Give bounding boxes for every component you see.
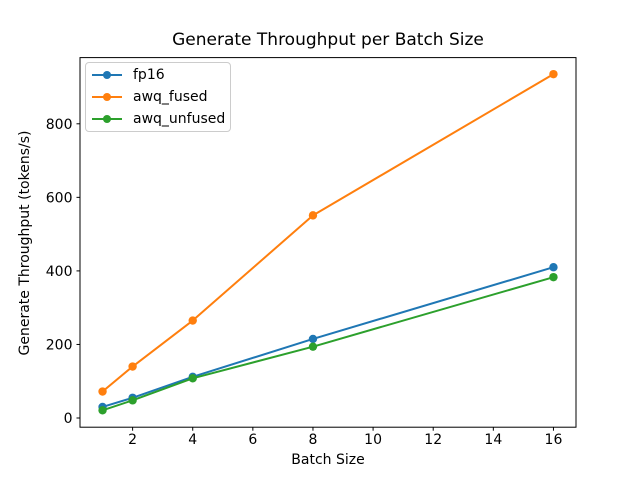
series-line-awq_unfused xyxy=(101,276,555,412)
x-tick-label: 8 xyxy=(309,432,318,448)
legend-entry-fp16: fp16 xyxy=(92,64,222,86)
legend-marker-dot xyxy=(103,71,111,79)
y-tick-label: 400 xyxy=(46,264,73,280)
legend-label: fp16 xyxy=(133,67,165,83)
legend: fp16 awq_fused awq_unfused xyxy=(85,62,231,132)
legend-line-marker-icon xyxy=(92,86,122,108)
legend-line-marker-icon xyxy=(92,108,122,130)
data-point-awq_fused xyxy=(549,69,558,79)
legend-entry-awq_unfused: awq_unfused xyxy=(92,108,226,130)
legend-marker-dot xyxy=(103,115,111,123)
y-tick-label: 600 xyxy=(46,190,73,206)
data-point-awq_unfused xyxy=(188,374,197,383)
data-point-awq_fused xyxy=(98,387,107,396)
x-tick-label: 12 xyxy=(424,432,442,448)
data-point-awq_unfused xyxy=(308,342,318,351)
x-tick-label: 10 xyxy=(364,432,382,448)
legend-line-marker-icon xyxy=(92,64,122,86)
x-axis-label: Batch Size xyxy=(291,452,365,468)
data-point-awq_fused xyxy=(308,211,318,220)
x-tick-label: 16 xyxy=(545,432,563,448)
x-tick-label: 2 xyxy=(128,432,137,448)
legend-label: awq_unfused xyxy=(133,111,226,127)
data-point-fp16 xyxy=(549,263,558,272)
y-axis-label: Generate Throughput (tokens/s) xyxy=(17,130,33,356)
data-point-awq_unfused xyxy=(128,396,137,405)
x-tick-label: 6 xyxy=(248,432,257,448)
legend-marker-dot xyxy=(103,93,111,101)
data-point-awq_unfused xyxy=(549,272,558,282)
legend-label: awq_fused xyxy=(133,89,208,105)
x-tick-label: 14 xyxy=(484,432,502,448)
axes-frame xyxy=(79,57,577,428)
data-point-fp16 xyxy=(308,334,318,344)
data-point-awq_fused xyxy=(188,316,197,325)
data-point-awq_fused xyxy=(128,362,137,371)
legend-entry-awq_fused: awq_fused xyxy=(92,86,222,108)
y-tick-label: 0 xyxy=(64,411,73,427)
y-tick-label: 200 xyxy=(46,337,73,353)
chart-title: Generate Throughput per Batch Size xyxy=(172,30,484,50)
data-point-awq_unfused xyxy=(98,406,107,415)
y-tick-label: 800 xyxy=(46,117,73,133)
x-tick-label: 4 xyxy=(188,432,197,448)
